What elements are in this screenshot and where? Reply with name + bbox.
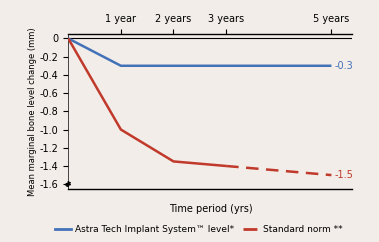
Y-axis label: Mean marginal bone level change (mm): Mean marginal bone level change (mm) [28, 27, 37, 196]
Text: -0.3: -0.3 [334, 61, 353, 71]
Legend: Astra Tech Implant System™ level*, Standard norm **: Astra Tech Implant System™ level*, Stand… [55, 225, 343, 234]
Text: -1.5: -1.5 [334, 170, 353, 180]
Text: Time period (yrs): Time period (yrs) [169, 204, 252, 214]
